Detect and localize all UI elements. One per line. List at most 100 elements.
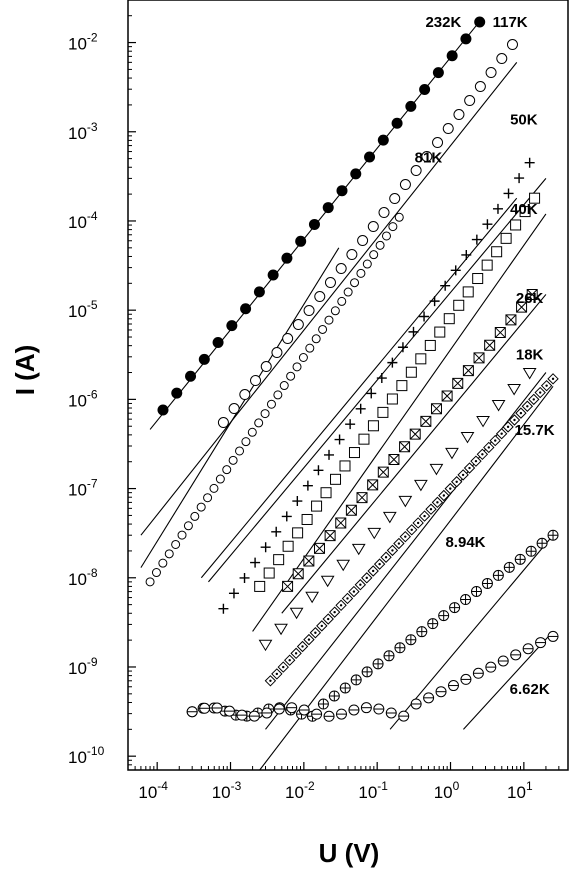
y-tick-label: 10-4 — [68, 209, 98, 232]
data-point-18K — [491, 399, 506, 412]
data-point-232K — [377, 134, 389, 146]
data-point-40K — [339, 460, 351, 472]
data-point-117K — [271, 347, 283, 359]
data-point-117K — [314, 291, 326, 303]
data-point-50K — [440, 280, 451, 291]
data-point-8-94K-cross — [416, 626, 427, 637]
data-point-15-7K-dot — [538, 391, 542, 394]
data-point-117K — [209, 483, 219, 493]
y-tick-base: 10 — [68, 481, 87, 500]
data-point-117K — [474, 81, 486, 93]
data-point-8-94K-cross — [482, 578, 493, 589]
data-point-40K — [491, 246, 503, 258]
y-tick-base: 10 — [68, 124, 87, 143]
data-point-26K — [473, 352, 485, 364]
data-point-50K — [302, 480, 313, 491]
data-point-40K — [377, 406, 389, 418]
data-point-50K — [450, 265, 461, 276]
data-point-117K — [203, 493, 213, 503]
data-point-50K — [514, 173, 525, 184]
data-point-50K — [376, 373, 387, 384]
data-point-15-7K-dot — [442, 494, 446, 497]
y-tick-exponent: -6 — [87, 387, 98, 401]
data-point-15-7K-dot — [487, 446, 490, 449]
data-point-50K — [429, 296, 440, 307]
data-point-232K — [171, 387, 183, 399]
data-point-232K — [391, 117, 403, 129]
data-point-117K — [343, 287, 353, 297]
x-tick-exponent: 0 — [453, 779, 460, 793]
fit-line-40K — [252, 213, 547, 632]
data-point-117K — [305, 343, 315, 353]
data-point-15-7K-dot — [526, 405, 529, 408]
data-point-117K — [378, 207, 390, 219]
y-tick-label: 10-8 — [68, 566, 98, 589]
data-point-40K — [424, 339, 436, 351]
x-tick-base: 10 — [138, 783, 157, 802]
data-point-117K — [367, 221, 379, 233]
x-tick-label: 10-3 — [212, 779, 242, 802]
data-point-40K — [301, 513, 313, 525]
data-point-15-7K-dot — [371, 569, 375, 573]
data-point-8-94K-cross — [493, 570, 504, 581]
data-point-18K — [398, 495, 413, 508]
data-point-18K — [507, 384, 522, 396]
data-point-15-7K-dot — [551, 377, 555, 381]
data-point-8-94K-cross — [362, 666, 373, 677]
data-point-8-94K-cross — [460, 594, 471, 605]
data-point-117K — [151, 568, 161, 578]
fit-line-50K — [208, 178, 547, 583]
data-point-232K — [419, 83, 431, 95]
data-point-232K — [295, 235, 307, 247]
data-point-232K — [212, 337, 224, 349]
data-point-40K — [481, 259, 493, 271]
data-point-117K — [292, 362, 302, 372]
data-point-117K — [217, 417, 229, 429]
data-point-117K — [183, 521, 193, 531]
data-point-117K — [375, 240, 385, 250]
data-point-232K — [364, 151, 376, 163]
data-point-117K — [324, 277, 336, 289]
data-point-8-94K-cross — [394, 642, 405, 653]
x-tick-exponent: -3 — [231, 779, 242, 793]
data-point-50K — [313, 465, 324, 476]
data-point-117K — [303, 305, 315, 317]
data-point-117K — [381, 231, 391, 241]
y-tick-base: 10 — [68, 391, 87, 410]
data-point-117K — [260, 361, 272, 373]
data-point-40K — [273, 554, 285, 566]
data-point-117K — [350, 278, 360, 288]
data-point-117K — [311, 334, 321, 344]
data-point-40K — [405, 366, 417, 378]
data-point-117K — [266, 399, 276, 409]
data-point-15-7K-dot — [468, 466, 471, 470]
data-point-50K — [260, 542, 271, 553]
data-point-117K — [196, 502, 206, 512]
data-point-117K — [421, 151, 433, 163]
temperature-label: 26K — [516, 290, 544, 307]
data-point-117K — [357, 235, 369, 247]
y-tick-label: 10-3 — [68, 120, 98, 143]
data-point-117K — [356, 268, 366, 278]
y-axis-ticks: 10-210-310-410-510-610-710-810-910-10 — [68, 0, 136, 771]
data-point-8-94K-cross — [318, 699, 329, 710]
temperature-label: 40K — [510, 201, 538, 218]
data-point-117K — [389, 193, 401, 205]
data-point-15-7K-dot — [301, 645, 304, 648]
temperature-label: 15.7K — [515, 422, 555, 439]
data-point-40K — [500, 232, 512, 244]
data-point-40K — [386, 393, 398, 405]
temperature-label: 8.94K — [445, 534, 485, 551]
data-point-50K — [228, 588, 239, 599]
data-point-117K — [260, 409, 270, 419]
data-point-50K — [503, 188, 514, 199]
data-point-117K — [279, 381, 289, 391]
x-tick-label: 10-2 — [285, 779, 315, 802]
data-point-26K — [409, 428, 421, 440]
y-tick-label: 10-7 — [68, 477, 98, 500]
data-point-26K — [430, 403, 442, 415]
y-tick-base: 10 — [68, 748, 87, 767]
data-point-15-7K-dot — [346, 597, 349, 600]
y-tick-label: 10-5 — [68, 298, 98, 321]
data-point-50K — [281, 511, 292, 522]
